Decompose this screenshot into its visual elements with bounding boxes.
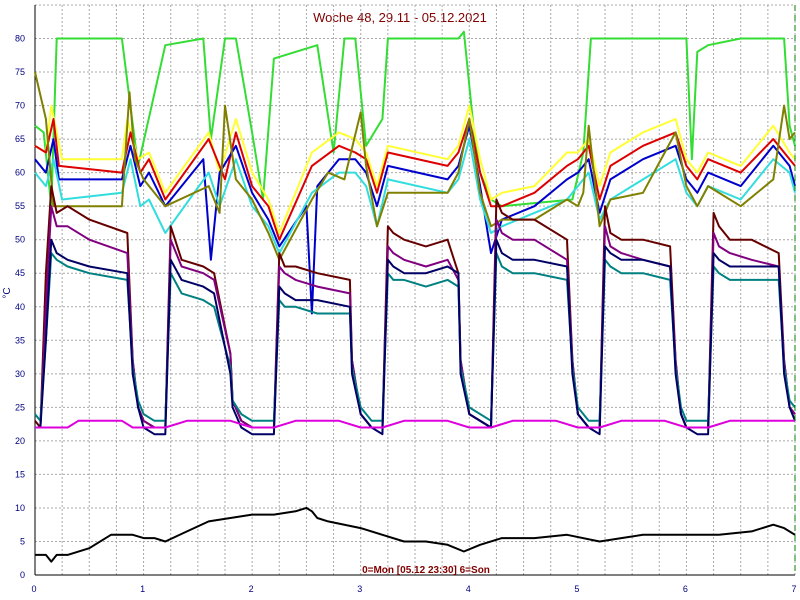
series-line-4 <box>34 124 796 315</box>
x-tick-label: 3 <box>357 584 362 594</box>
x-tick-label: 0 <box>31 584 36 594</box>
x-tick-label: 5 <box>574 584 579 594</box>
y-tick-label: 35 <box>15 335 25 345</box>
series-line-1 <box>34 30 796 208</box>
grid <box>34 4 796 576</box>
x-tick-label: 4 <box>466 584 471 594</box>
y-tick-label: 80 <box>15 34 25 44</box>
y-tick-label: 65 <box>15 134 25 144</box>
x-tick-label: 6 <box>683 584 688 594</box>
y-tick-label: 55 <box>15 201 25 211</box>
y-tick-label: 75 <box>15 67 25 77</box>
y-axis-label: °C <box>2 287 13 298</box>
y-tick-label: 30 <box>15 369 25 379</box>
time-annotation: 0=Mon [05.12 23:30] 6=Son <box>362 565 490 576</box>
series-line-12 <box>35 506 796 563</box>
chart-title: Woche 48, 29.11 - 05.12.2021 <box>313 10 487 25</box>
x-tick-label: 2 <box>249 584 254 594</box>
y-axis-ticks: 0 5 10 15 20 25 30 35 40 45 50 55 60 65 70 75 80 <box>15 34 25 580</box>
x-tick-label: 1 <box>140 584 145 594</box>
series-line-2 <box>34 104 796 234</box>
series-lines <box>34 30 796 563</box>
y-tick-label: 45 <box>15 268 25 278</box>
y-tick-label: 60 <box>15 168 25 178</box>
y-tick-label: 70 <box>15 101 25 111</box>
y-tick-label: 10 <box>15 503 25 513</box>
series-line-5 <box>34 138 796 255</box>
series-line-11 <box>35 419 795 429</box>
x-tick-label: 7 <box>791 584 796 594</box>
y-tick-label: 0 <box>20 570 25 580</box>
y-tick-label: 15 <box>15 469 25 479</box>
y-tick-label: 20 <box>15 436 25 446</box>
series-line-6 <box>34 71 796 261</box>
y-tick-label: 40 <box>15 302 25 312</box>
y-tick-label: 25 <box>15 402 25 412</box>
y-tick-label: 50 <box>15 235 25 245</box>
series-line-10 <box>35 238 796 436</box>
x-axis-ticks: 0 1 2 3 4 5 6 7 <box>31 584 796 594</box>
y-tick-label: 5 <box>20 536 25 546</box>
